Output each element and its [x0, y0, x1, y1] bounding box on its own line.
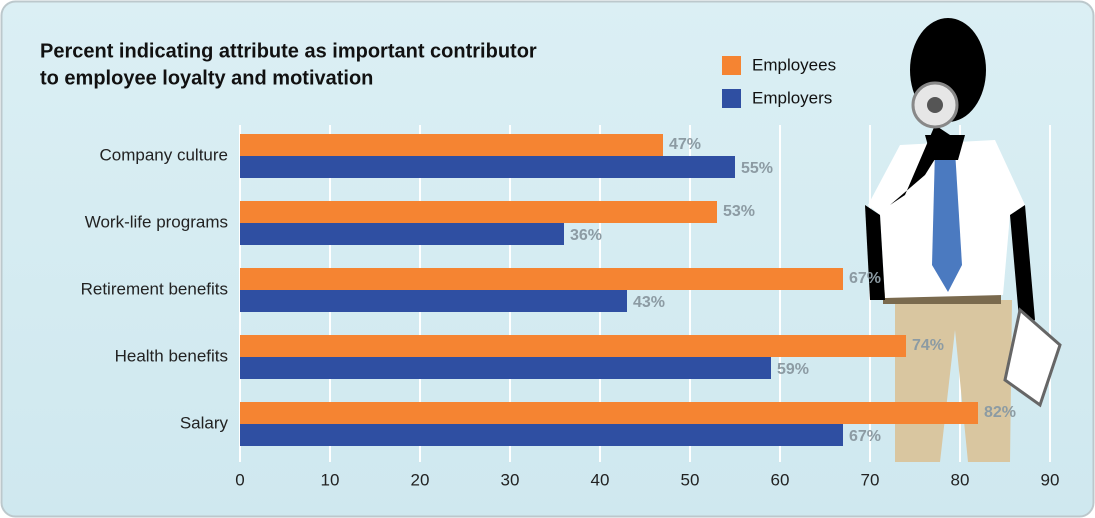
bar — [240, 290, 627, 312]
bar — [240, 424, 843, 446]
y-tick-label: Work-life programs — [85, 212, 228, 231]
value-label: 47% — [669, 136, 701, 153]
y-tick-label: Health benefits — [115, 346, 228, 365]
bar — [240, 134, 663, 156]
x-tick-label: 10 — [321, 470, 340, 489]
legend: Employees Employers — [722, 55, 836, 108]
legend-swatch — [722, 89, 741, 108]
y-tick-label: Salary — [180, 413, 229, 432]
bar — [240, 201, 717, 223]
bar — [240, 223, 564, 245]
chart-title: to employee loyalty and motivation — [40, 67, 373, 89]
x-tick-label: 60 — [771, 470, 790, 489]
bar — [240, 268, 843, 290]
bar — [240, 357, 771, 379]
bars: 47% 55% 53% 36% 67% 43% 74% 59% 82% 67% — [240, 134, 1016, 446]
y-tick-label: Company culture — [99, 145, 228, 164]
legend-label: Employers — [752, 88, 832, 107]
x-tick-label: 40 — [591, 470, 610, 489]
bar — [240, 335, 906, 357]
bar — [240, 156, 735, 178]
chart-title: Percent indicating attribute as importan… — [40, 40, 537, 62]
legend-swatch — [722, 56, 741, 75]
legend-label: Employees — [752, 55, 836, 74]
y-tick-label: Retirement benefits — [81, 279, 228, 298]
x-tick-label: 70 — [861, 470, 880, 489]
bar — [240, 402, 978, 424]
value-label: 36% — [570, 227, 602, 244]
x-tick-label: 90 — [1041, 470, 1060, 489]
x-tick-label: 0 — [235, 470, 244, 489]
x-tick-label: 30 — [501, 470, 520, 489]
value-label: 74% — [912, 337, 944, 354]
value-label: 82% — [984, 404, 1016, 421]
x-tick-label: 80 — [951, 470, 970, 489]
value-label: 67% — [849, 428, 881, 445]
value-label: 55% — [741, 160, 773, 177]
x-tick-label: 50 — [681, 470, 700, 489]
value-label: 53% — [723, 203, 755, 220]
value-label: 59% — [777, 361, 809, 378]
value-label: 43% — [633, 294, 665, 311]
x-tick-label: 20 — [411, 470, 430, 489]
value-label: 67% — [849, 270, 881, 287]
